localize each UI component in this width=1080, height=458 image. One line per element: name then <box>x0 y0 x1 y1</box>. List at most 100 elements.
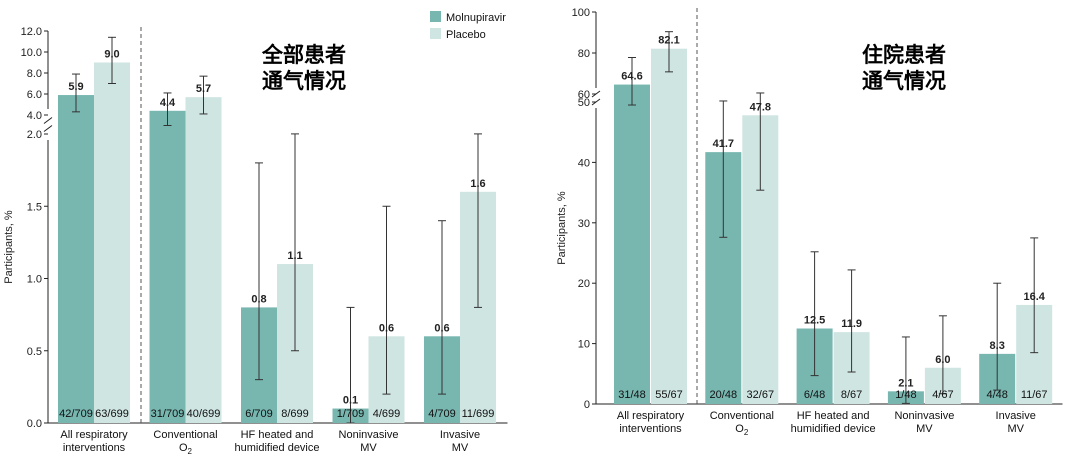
y-tick-label: 100 <box>572 7 590 19</box>
y-tick-label: 1.5 <box>27 201 42 213</box>
category-label: MV <box>1007 423 1024 435</box>
count-label: 4/67 <box>932 389 953 401</box>
y-tick-label: 40 <box>578 157 590 169</box>
category-label: O2 <box>735 423 749 437</box>
y-axis-label: Participants, % <box>556 191 568 265</box>
count-label: 8/699 <box>281 408 309 420</box>
data-label: 4.4 <box>160 97 176 109</box>
data-label: 8.3 <box>990 340 1005 352</box>
placebo-bar <box>94 62 130 423</box>
data-label: 9.0 <box>104 49 119 61</box>
count-label: 11/67 <box>1021 389 1048 401</box>
y-axis-label: Participants, % <box>3 210 15 284</box>
molnupiravir-bar <box>614 84 650 404</box>
chart-annotation: 住院患者 <box>862 43 946 67</box>
y-tick-label: 80 <box>578 48 590 60</box>
category-label: humidified device <box>791 423 876 435</box>
y-tick-label: 1.0 <box>27 274 42 286</box>
data-label: 11.9 <box>841 318 862 330</box>
chart-1: 0.0 0.5 1.0 1.5 2.0 4.0 6.0 8.0 10.0 12.0 Particip… <box>3 11 508 456</box>
data-label: 5.9 <box>68 81 83 93</box>
data-label: 82.1 <box>658 35 679 47</box>
y-tick-label: 0 <box>584 399 590 411</box>
category-label: MV <box>360 442 377 454</box>
y-tick-label: 50 <box>578 97 590 109</box>
category-label: Invasive <box>996 410 1036 422</box>
category-label: Noninvasive <box>339 429 399 441</box>
data-label: 1.1 <box>287 250 302 262</box>
data-label: 5.7 <box>196 83 211 95</box>
data-label: 6.0 <box>935 354 950 366</box>
category-label: Invasive <box>440 429 480 441</box>
data-label: 12.5 <box>804 315 825 327</box>
count-label: 63/699 <box>95 408 129 420</box>
y-tick-label: 4.0 <box>27 110 42 122</box>
category-label: interventions <box>63 442 126 454</box>
category-label: O2 <box>179 442 193 456</box>
placebo-bar <box>185 97 222 424</box>
count-label: 31/48 <box>618 389 646 401</box>
count-label: 42/709 <box>59 408 93 420</box>
data-label: 0.1 <box>343 395 358 407</box>
legend-swatch-molnupiravir <box>430 11 441 22</box>
chart-annotation: 全部患者 <box>261 43 346 67</box>
count-label: 4/709 <box>428 408 456 420</box>
data-label: 47.8 <box>750 101 771 113</box>
molnupiravir-bar <box>149 110 186 424</box>
category-label: All respiratory <box>60 429 128 441</box>
count-label: 1/48 <box>895 389 916 401</box>
category-label: interventions <box>619 423 682 435</box>
count-label: 4/48 <box>986 389 1007 401</box>
legend-swatch-placebo <box>430 28 441 39</box>
y-tick-label: 60 <box>578 89 590 101</box>
legend-label-placebo: Placebo <box>446 29 486 41</box>
category-label: Conventional <box>710 410 774 422</box>
data-label: 0.6 <box>434 322 449 334</box>
chart-annotation: 通气情况 <box>862 69 946 93</box>
legend-label-molnupiravir: Molnupiravir <box>446 12 506 24</box>
count-label: 8/67 <box>841 389 862 401</box>
y-tick-label: 10 <box>578 339 590 351</box>
count-label: 11/699 <box>462 408 495 420</box>
count-label: 6/48 <box>804 389 825 401</box>
y-tick-label: 8.0 <box>27 68 42 80</box>
category-label: MV <box>916 423 933 435</box>
category-label: humidified device <box>235 442 320 454</box>
category-label: Conventional <box>153 429 217 441</box>
y-tick-label: 6.0 <box>27 89 42 101</box>
axis-break-mark <box>43 117 53 124</box>
count-label: 6/709 <box>245 408 273 420</box>
data-label: 1.6 <box>470 178 485 190</box>
axis-break-mark <box>43 125 53 132</box>
legend: Molnupiravir Placebo <box>430 11 506 41</box>
y-tick-label: 10.0 <box>21 47 42 59</box>
count-label: 31/709 <box>151 408 185 420</box>
data-label: 16.4 <box>1023 291 1045 303</box>
data-label: 41.7 <box>713 138 734 150</box>
data-label: 0.6 <box>379 322 394 334</box>
chart-annotation: 通气情况 <box>262 69 346 93</box>
data-label: 64.6 <box>621 71 642 83</box>
category-label: HF heated and <box>241 429 314 441</box>
category-label: All respiratory <box>617 410 685 422</box>
y-tick-label: 0.5 <box>27 346 42 358</box>
count-label: 4/699 <box>373 408 401 420</box>
category-label: HF heated and <box>797 410 870 422</box>
count-label: 40/699 <box>187 408 221 420</box>
count-label: 20/48 <box>710 389 738 401</box>
data-label: 0.8 <box>251 293 266 305</box>
y-tick-label: 12.0 <box>21 26 42 38</box>
category-label: MV <box>452 442 469 454</box>
count-label: 55/67 <box>655 389 683 401</box>
y-tick-label: 2.0 <box>27 129 42 141</box>
molnupiravir-bar <box>58 95 94 424</box>
y-tick-label: 30 <box>578 218 590 230</box>
y-tick-label: 0.0 <box>27 418 42 430</box>
count-label: 1/709 <box>337 408 365 420</box>
data-label: 2.1 <box>898 377 913 389</box>
y-tick-label: 20 <box>578 278 590 290</box>
placebo-bar <box>651 48 687 404</box>
category-label: Noninvasive <box>894 410 954 422</box>
